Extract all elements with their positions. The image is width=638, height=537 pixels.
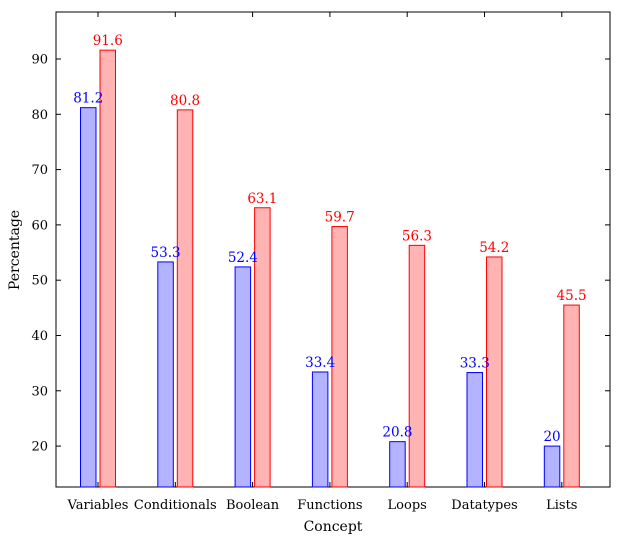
y-tick-label: 70 — [31, 163, 48, 178]
bar-series-2 — [408, 244, 426, 488]
y-tick-label: 60 — [31, 218, 48, 233]
x-tick-label: Loops — [388, 498, 427, 513]
x-tick-label: Datatypes — [451, 498, 517, 513]
bar-series-1 — [389, 441, 406, 488]
y-tick-label: 40 — [31, 329, 48, 344]
bars-group — [80, 49, 580, 488]
x-tick-label: Variables — [67, 498, 129, 513]
bar-series-2 — [176, 109, 194, 488]
data-label-series-2: 80.8 — [170, 93, 200, 109]
x-tick-label: Conditionals — [134, 498, 217, 513]
bar-series-2 — [563, 304, 580, 488]
data-label-series-1: 52.4 — [228, 250, 258, 266]
data-label-series-1: 33.4 — [305, 355, 335, 371]
data-label-series-2: 59.7 — [325, 210, 355, 226]
bar-series-2 — [99, 49, 116, 488]
data-label-series-2: 63.1 — [247, 191, 277, 207]
bar-series-2 — [486, 256, 503, 488]
data-label-series-1: 20.8 — [382, 425, 412, 441]
data-label-series-2: 54.2 — [479, 240, 509, 256]
data-label-series-1: 20 — [543, 429, 560, 445]
bar-series-1 — [543, 445, 561, 488]
bar-series-1 — [234, 266, 252, 488]
y-axis-title: Percentage — [7, 210, 23, 290]
bar-series-1 — [311, 371, 329, 488]
y-tick-label: 50 — [31, 274, 48, 289]
bar-series-2 — [331, 226, 348, 488]
y-tick-label: 20 — [31, 440, 48, 455]
x-tick-label: Functions — [297, 498, 362, 513]
data-label-series-2: 45.5 — [557, 288, 587, 304]
y-tick-label: 90 — [31, 53, 48, 68]
data-label-series-1: 53.3 — [151, 245, 181, 261]
x-tick-label: Lists — [546, 498, 577, 513]
bar-series-1 — [80, 107, 97, 488]
bar-series-2 — [254, 207, 271, 488]
x-tick-label: Boolean — [226, 498, 280, 513]
data-label-series-2: 91.6 — [93, 33, 123, 49]
bar-series-1 — [157, 261, 174, 488]
bar-series-1 — [466, 372, 483, 488]
x-axis-title: Concept — [304, 519, 363, 535]
y-tick-label: 30 — [31, 384, 48, 399]
labels-group: Variables 81.2 91.6 Conditionals 53.3 80.8 Boo… — [67, 33, 587, 513]
data-label-series-1: 81.2 — [73, 91, 103, 107]
data-label-series-2: 56.3 — [402, 228, 432, 244]
y-tick-label: 80 — [31, 108, 48, 123]
data-label-series-1: 33.3 — [460, 356, 490, 372]
ticks-group: 20 30 40 50 60 70 80 90 — [31, 12, 610, 487]
